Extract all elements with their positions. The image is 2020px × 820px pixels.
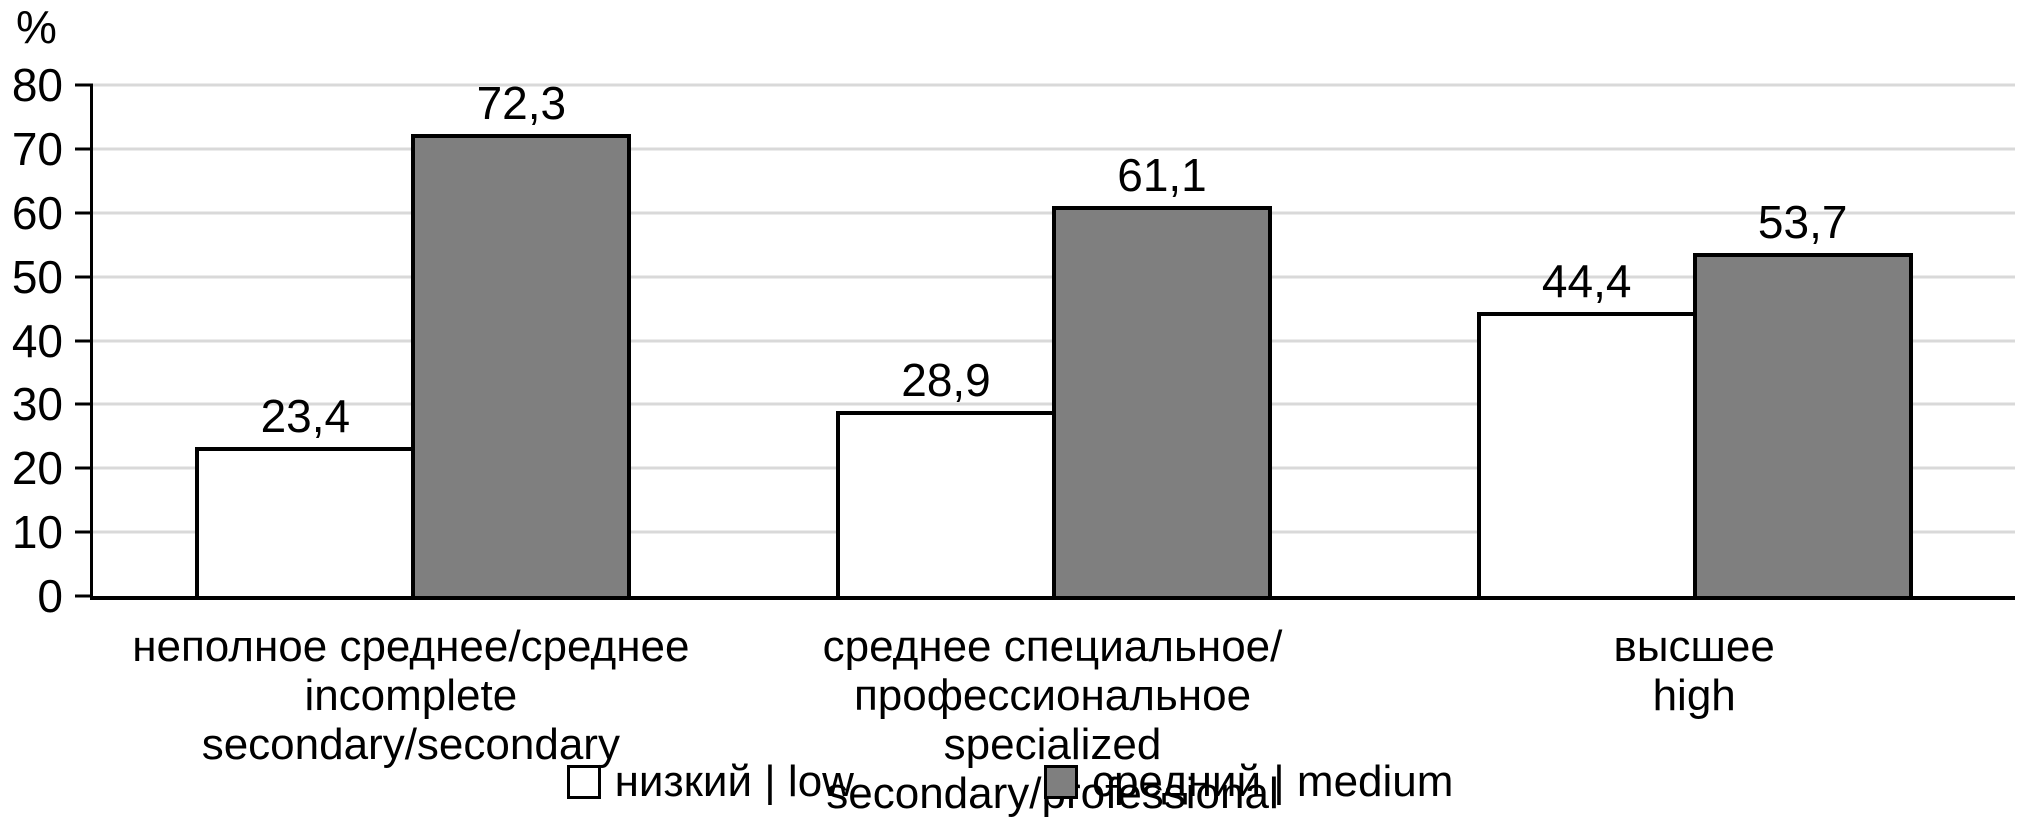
y-tick-label: 20 [11, 442, 63, 495]
bar-group: 23,4 72,3 [93, 80, 734, 596]
y-axis-tick [75, 402, 93, 406]
bar-value-label: 23,4 [260, 389, 351, 442]
category-label-en: high [1652, 671, 1736, 720]
bar-value-label: 44,4 [1541, 255, 1632, 308]
medium-bar: 53,7 [1692, 199, 1913, 596]
plot-area: 23,4 72,3 28,9 61,1 44,4 53,7 0 10 20 30 40 50 60 70… [12, 62, 2015, 619]
low-bar: 23,4 [195, 393, 416, 596]
category-label-ru: неполное среднее/среднее [132, 622, 690, 671]
category-label-ru: высшее [1613, 622, 1775, 671]
medium-bar: 61,1 [1052, 152, 1272, 596]
legend-marker-medium [1043, 765, 1078, 799]
bar-groups: 23,4 72,3 28,9 61,1 44,4 53,7 [93, 80, 2015, 596]
low-bar: 44,4 [1476, 258, 1697, 596]
low-bar: 28,9 [836, 357, 1056, 596]
y-axis-tick [75, 147, 93, 151]
legend-label-low: низкий | low [614, 757, 854, 806]
bar-value-label: 53,7 [1757, 196, 1848, 248]
y-tick-label: 10 [11, 506, 63, 559]
y-axis-tick [75, 530, 93, 534]
legend-item-low: низкий | low [566, 757, 854, 806]
legend-marker-low [566, 765, 601, 799]
y-axis-tick [75, 275, 93, 279]
bar-group: 44,4 53,7 [1374, 85, 2015, 596]
category-label-incomplete-secondary: неполное среднее/среднее incomplete seco… [90, 622, 732, 818]
category-label-high: высшее high [1373, 622, 2015, 818]
bar-group: 28,9 61,1 [734, 85, 1375, 596]
y-axis-tick [75, 211, 93, 215]
gridline [93, 147, 2015, 151]
category-label-en: incomplete secondary/secondary [201, 671, 620, 769]
legend-item-medium: средний | medium [1043, 757, 1454, 806]
gridline [93, 83, 2015, 87]
legend-label-medium: средний | medium [1091, 757, 1454, 806]
y-tick-label: 70 [11, 122, 63, 175]
bar-value-label: 28,9 [901, 354, 991, 407]
category-label-ru: среднее специальное/профессиональное [822, 622, 1283, 720]
y-axis-tick [75, 594, 93, 598]
y-tick-label: 80 [11, 59, 63, 111]
medium-bar: 72,3 [411, 80, 632, 596]
bar-value-label: 61,1 [1117, 148, 1207, 201]
y-tick-label: 30 [11, 378, 63, 431]
y-tick-label: 0 [37, 570, 63, 622]
y-tick-label: 50 [11, 250, 63, 303]
bar-value-label: 72,3 [476, 77, 567, 130]
legend: низкий | low средний | medium [0, 760, 2020, 804]
y-tick-label: 60 [11, 186, 63, 239]
y-axis-tick [75, 339, 93, 342]
y-tick-label: 40 [11, 314, 63, 367]
y-axis-unit-label: % [16, 1, 57, 53]
y-axis-tick [75, 466, 93, 470]
y-axis-tick [75, 83, 93, 87]
